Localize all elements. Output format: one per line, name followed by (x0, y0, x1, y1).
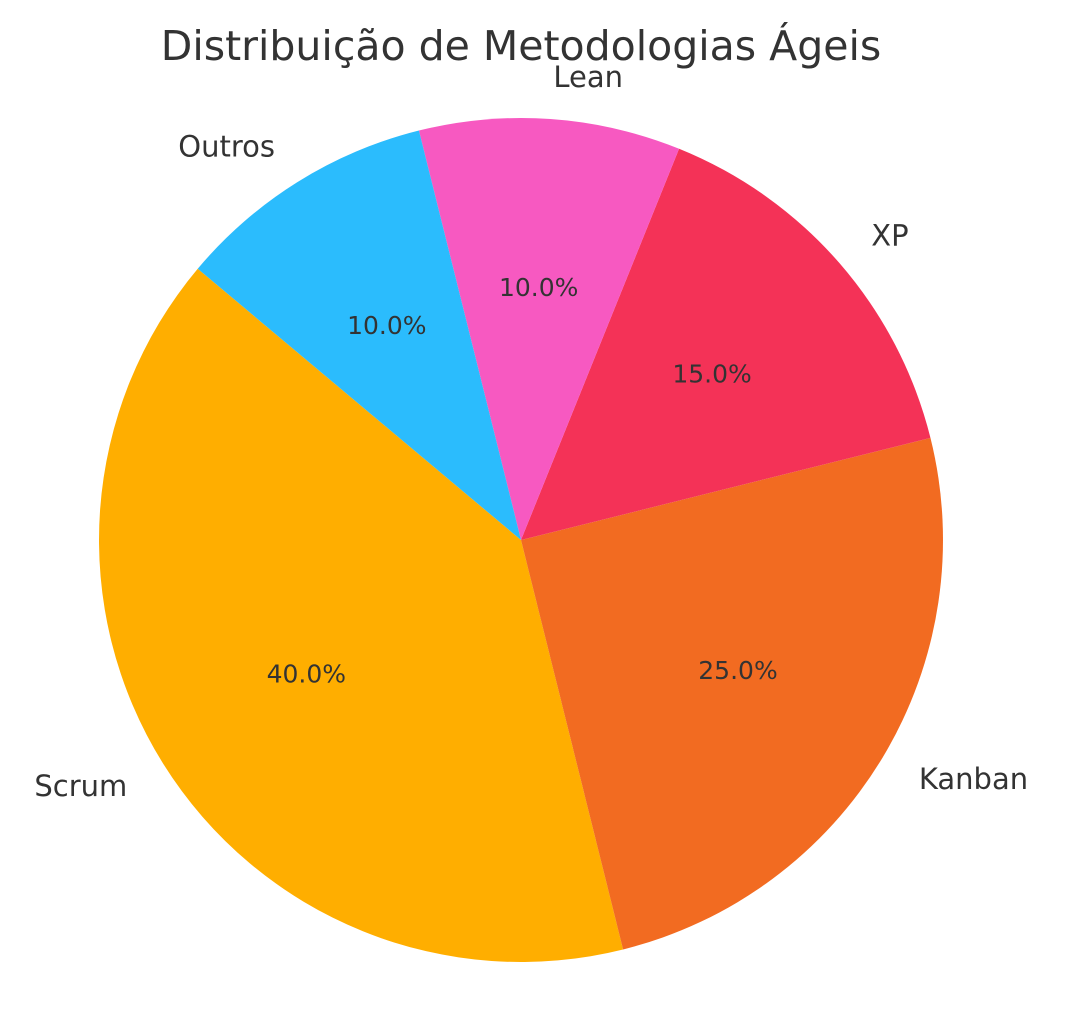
pie-slice-kanban (521, 437, 943, 950)
slice-label-lean: Lean (553, 60, 623, 94)
slice-label-xp: XP (871, 219, 908, 253)
pie-slice-xp (521, 148, 931, 541)
pct-label-kanban: 25.0% (698, 656, 777, 685)
slice-label-kanban: Kanban (919, 762, 1028, 796)
slice-label-outros: Outros (178, 129, 275, 163)
pct-label-outros: 10.0% (347, 311, 426, 340)
pie-slices (99, 118, 943, 962)
chart-title: Distribuição de Metodologias Ágeis (161, 22, 881, 70)
pie-labels: 40.0% Scrum 25.0% Kanban 15.0% XP 10.0% Lean 10.… (34, 60, 1028, 803)
pct-label-scrum: 40.0% (267, 660, 346, 689)
pct-label-lean: 10.0% (499, 273, 578, 302)
slice-label-scrum: Scrum (34, 769, 127, 803)
pie-slice-lean (418, 118, 680, 541)
pie-slice-outros (197, 130, 522, 541)
pie-slice-scrum (99, 268, 624, 962)
pct-label-xp: 15.0% (672, 359, 751, 388)
